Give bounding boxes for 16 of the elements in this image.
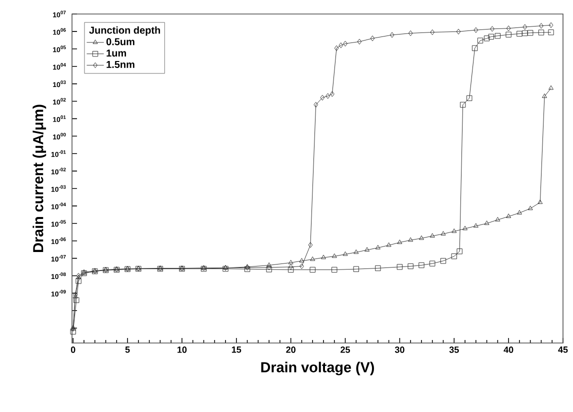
x-tick-label: 40 xyxy=(504,346,514,353)
legend-label: 0.5um xyxy=(106,38,134,46)
x-tick-label: 5 xyxy=(125,346,130,353)
x-tick-label: 10 xyxy=(178,346,187,353)
legend-label: 1um xyxy=(106,50,126,57)
x-tick-label: 0 xyxy=(70,346,76,353)
x-tick-label: 20 xyxy=(286,346,296,353)
x-tick-label: 45 xyxy=(558,346,568,353)
x-tick-label: 35 xyxy=(449,346,459,353)
x-axis-title: Drain voltage (V) xyxy=(261,362,374,376)
legend-label: 1.5nm xyxy=(106,61,134,68)
x-tick-label: 30 xyxy=(394,346,404,353)
x-tick-label: 25 xyxy=(340,346,350,353)
x-tick-label: 15 xyxy=(232,346,242,353)
y-axis-title: Drain current (μA/μm) xyxy=(32,104,46,252)
legend-title: Junction depth xyxy=(89,26,160,36)
